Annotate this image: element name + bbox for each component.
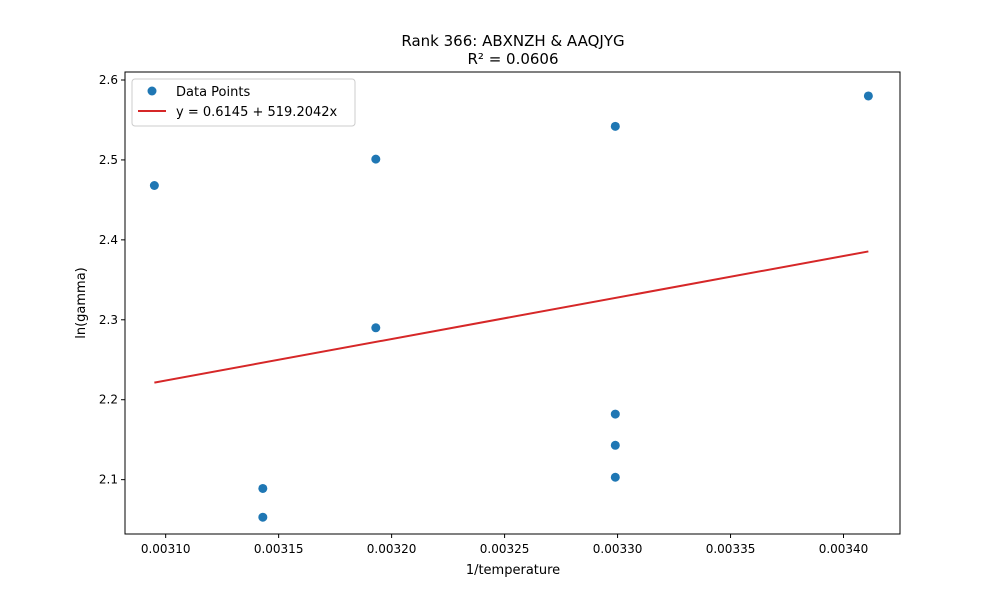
legend-label-data-points: Data Points [176, 85, 250, 100]
y-tick-label: 2.2 [99, 393, 118, 407]
chart-subtitle: R² = 0.0606 [467, 50, 558, 68]
data-points-layer [149, 91, 873, 522]
data-point [610, 121, 620, 131]
legend-box [131, 78, 356, 127]
x-tick-label: 0.00340 [819, 542, 869, 556]
y-tick-label: 2.5 [99, 153, 118, 167]
legend-label-fit-line: y = 0.6145 + 519.2042x [176, 105, 338, 120]
plot-area [125, 72, 900, 534]
y-tick-label: 2.6 [99, 73, 118, 87]
x-tick-label: 0.00335 [706, 542, 756, 556]
x-tick-label: 0.00320 [367, 542, 417, 556]
x-axis-label: 1/temperature [466, 563, 560, 578]
y-tick-label: 2.4 [99, 233, 118, 247]
data-point [371, 323, 381, 333]
legend: Data Points y = 0.6145 + 519.2042x [131, 78, 356, 127]
data-point [258, 483, 268, 493]
data-point [149, 181, 159, 191]
y-axis-label: ln(gamma) [74, 267, 89, 339]
x-tick-label: 0.00325 [480, 542, 530, 556]
regression-line [154, 250, 869, 384]
fit-line-layer [154, 250, 869, 384]
data-point [371, 154, 381, 164]
plot-frame [124, 71, 901, 535]
y-tick-label: 2.1 [99, 473, 118, 487]
x-tick-label: 0.00310 [141, 542, 191, 556]
x-axis-ticks: 0.00310 0.00315 0.00320 0.00325 0.00330 0.003… [141, 534, 868, 556]
legend-marker-data-points [147, 86, 157, 96]
data-point [610, 440, 620, 450]
data-point [610, 472, 620, 482]
y-axis-ticks: 2.1 2.2 2.3 2.4 2.5 2.6 [99, 73, 125, 487]
y-tick-label: 2.3 [99, 313, 118, 327]
x-tick-label: 0.00330 [593, 542, 643, 556]
x-tick-label: 0.00315 [254, 542, 304, 556]
data-point [863, 91, 873, 101]
chart-title: Rank 366: ABXNZH & AAQJYG [401, 32, 624, 50]
data-point [258, 512, 268, 522]
data-point [610, 409, 620, 419]
